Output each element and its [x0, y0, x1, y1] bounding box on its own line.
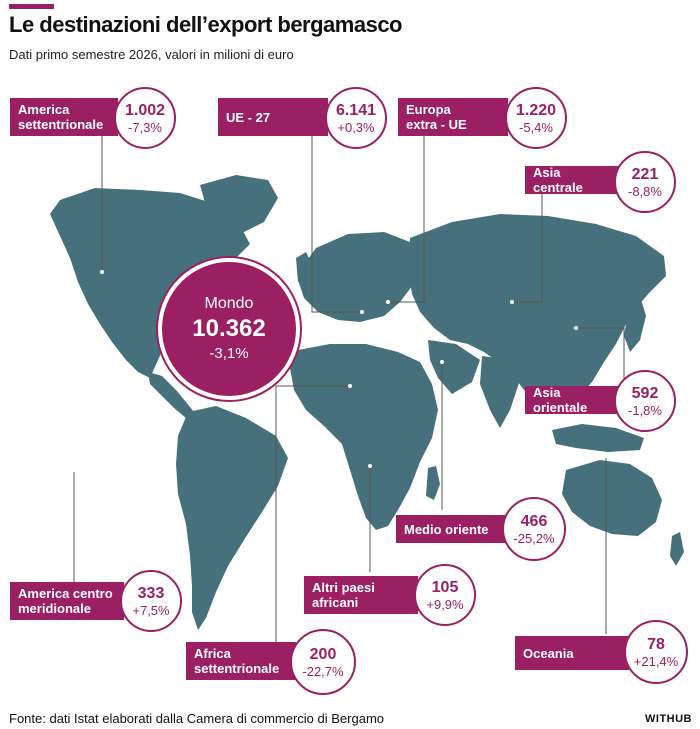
new-zealand-landmass	[670, 532, 684, 566]
title-accent-bar	[9, 4, 54, 9]
source-note: Fonte: dati Istat elaborati dalla Camera…	[9, 711, 385, 726]
central-america-landmass	[148, 372, 194, 418]
east-asia-label: Asia orientale	[525, 385, 619, 415]
middle-east-value: 466	[520, 512, 548, 530]
marker-north-america	[100, 270, 104, 274]
north-america-landmass	[50, 188, 250, 378]
leader-central-asia	[512, 192, 543, 303]
world-name: Mondo	[204, 295, 254, 312]
north-africa-label: Africa settentrionale	[186, 642, 296, 680]
oceania-value: 78	[647, 635, 665, 653]
north-america-change: -7,3%	[128, 119, 162, 135]
europe-extra-badge: 1.220 -5,4%	[505, 87, 567, 149]
north-america-value: 1.002	[124, 101, 166, 119]
middle-east-badge: 466 -25,2%	[502, 497, 566, 561]
marker-eu27	[360, 310, 364, 314]
eu27-badge: 6.141 +0,3%	[325, 87, 387, 149]
east-asia-badge: 592 -1,8%	[614, 370, 676, 432]
south-america-badge: 333 +7,5%	[120, 570, 182, 632]
marker-east-asia	[574, 326, 578, 330]
leader-north-africa	[275, 385, 350, 642]
leader-eu27	[311, 118, 362, 313]
other-africa-value: 105	[431, 578, 459, 596]
central-asia-change: -8,8%	[628, 183, 662, 199]
oceania-badge: 78 +21,4%	[624, 620, 688, 684]
brand-logo: WITHUB	[645, 713, 692, 725]
madagascar-landmass	[426, 466, 440, 500]
india-landmass	[480, 356, 520, 428]
eu27-value: 6.141	[335, 101, 377, 119]
marker-oceania	[604, 454, 608, 458]
central-asia-badge: 221 -8,8%	[614, 151, 676, 213]
marker-north-africa	[348, 384, 352, 388]
japan-landmass	[624, 296, 646, 352]
other-africa-badge: 105 +9,9%	[414, 564, 476, 626]
world-total-circle: Mondo 10.362 -3,1%	[158, 258, 300, 400]
south-america-landmass	[176, 406, 288, 630]
oceania-label: Oceania	[515, 636, 629, 670]
north-africa-value: 200	[309, 645, 337, 663]
page-subtitle: Dati primo semestre 2026, valori in mili…	[9, 47, 294, 62]
middle-east-change: -25,2%	[513, 530, 555, 546]
south-america-label: America centro meridionale	[10, 582, 124, 620]
central-asia-label: Asia centrale	[525, 165, 619, 195]
eu27-change: +0,3%	[337, 119, 375, 135]
uk-landmass	[296, 252, 312, 282]
marker-europe-extra	[386, 300, 390, 304]
greenland-landmass	[200, 175, 278, 234]
australia-landmass	[562, 460, 662, 536]
marker-other-africa	[368, 464, 372, 468]
north-africa-change: -22,7%	[302, 663, 344, 679]
arabia-landmass	[428, 340, 480, 394]
north-africa-badge: 200 -22,7%	[290, 629, 356, 695]
other-africa-change: +9,9%	[426, 596, 464, 612]
indonesia-landmass	[552, 424, 644, 452]
east-asia-value: 592	[631, 384, 659, 402]
marker-central-asia	[510, 300, 514, 304]
marker-middle-east	[440, 360, 444, 364]
other-africa-label: Altri paesi africani	[304, 576, 418, 614]
central-asia-value: 221	[631, 165, 659, 183]
marker-south-america	[72, 468, 76, 472]
south-america-change: +7,5%	[132, 602, 170, 618]
europe-extra-label: Europa extra - UE	[398, 98, 508, 136]
page-title: Le destinazioni dell’export bergamasco	[9, 12, 403, 37]
europe-landmass	[298, 232, 420, 322]
oceania-change: +21,4%	[633, 653, 679, 669]
north-america-badge: 1.002 -7,3%	[114, 87, 176, 149]
africa-landmass	[290, 344, 438, 530]
europe-extra-change: -5,4%	[519, 119, 553, 135]
europe-extra-value: 1.220	[515, 101, 557, 119]
world-change: -3,1%	[209, 345, 249, 362]
south-america-value: 333	[137, 584, 165, 602]
eu27-label: UE - 27	[218, 98, 328, 136]
leader-east-asia	[576, 327, 625, 388]
world-value: 10.362	[192, 315, 266, 342]
asia-landmass	[408, 214, 666, 412]
middle-east-label: Medio oriente	[396, 515, 508, 543]
leader-europe-extra	[388, 136, 425, 303]
north-america-label: America settentrionale	[10, 98, 118, 136]
east-asia-change: -1,8%	[628, 402, 662, 418]
